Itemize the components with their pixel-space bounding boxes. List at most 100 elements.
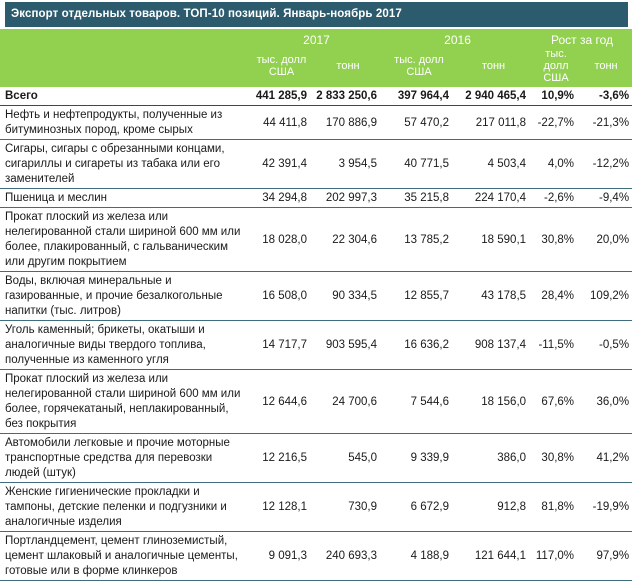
value-2017-usd: 16 508,0 [250,271,313,321]
value-2017-tons: 903 595,4 [313,320,384,370]
value-2016-tons: 121 644,1 [455,531,533,581]
growth-tons: -9,4% [580,188,632,208]
value-2016-tons: 18 156,0 [455,369,533,434]
growth-tons: -19,9% [580,482,632,532]
value-2017-usd: 18 028,0 [250,207,313,272]
table-body: Всего 441 285,9 2 833 250,6 397 964,4 2 … [0,87,632,581]
commodity-name: Пшеница и меслин [0,188,250,208]
growth-usd: -11,5% [532,320,581,370]
commodity-name: Уголь каменный; брикеты, окатыши и анало… [0,320,250,370]
value-2017-tons: 545,0 [313,433,384,483]
table-row: Сигары, сигары с обрезанными концами, си… [0,139,632,189]
table-header: 2017 2016 Рост за год тыс. долл США тонн… [0,29,632,87]
value-2017-tons: 3 954,5 [313,139,384,189]
growth-usd: 117,0% [532,531,581,581]
growth-tons: -21,3% [580,105,632,140]
value-2016-tons: 2 940 465,4 [455,87,533,106]
header-group-2016: 2016 [383,29,533,48]
growth-tons: -3,6% [580,87,632,106]
table-row: Автомобили легковые и прочие моторные тр… [0,433,632,483]
growth-tons: -0,5% [580,320,632,370]
value-2016-tons: 386,0 [455,433,533,483]
header-group-growth: Рост за год [532,29,632,48]
growth-usd: 67,6% [532,369,581,434]
commodity-name: Прокат плоский из железа или нелегирован… [0,207,250,272]
subheader-2016-usd: тыс. долл США [383,48,457,87]
value-2017-usd: 12 644,6 [250,369,313,434]
growth-usd: 81,8% [532,482,581,532]
growth-tons: -12,2% [580,139,632,189]
value-2016-usd: 35 215,8 [383,188,456,208]
value-2016-tons: 18 590,1 [455,207,533,272]
commodity-name: Прокат плоский из железа или нелегирован… [0,369,250,434]
growth-usd: 30,8% [532,207,581,272]
value-2017-tons: 90 334,5 [313,271,384,321]
commodity-name: Воды, включая минеральные и газированные… [0,271,250,321]
value-2016-tons: 908 137,4 [455,320,533,370]
value-2016-tons: 912,8 [455,482,533,532]
growth-usd: 4,0% [532,139,581,189]
value-2016-usd: 16 636,2 [383,320,456,370]
table-row: Женские гигиенические прокладки и тампон… [0,482,632,532]
value-2016-usd: 13 785,2 [383,207,456,272]
value-2017-usd: 9 091,3 [250,531,313,581]
value-2016-usd: 40 771,5 [383,139,456,189]
subheader-2017-usd: тыс. долл США [250,48,314,87]
commodity-name: Нефть и нефтепродукты, полученные из бит… [0,105,250,140]
header-corner-cell [0,29,251,87]
value-2016-tons: 4 503,4 [455,139,533,189]
table-row: Пшеница и меслин 34 294,8 202 997,3 35 2… [0,188,632,208]
value-2017-tons: 22 304,6 [313,207,384,272]
table-row: Прокат плоский из железа или нелегирован… [0,369,632,434]
commodity-name: Сигары, сигары с обрезанными концами, си… [0,139,250,189]
growth-tons: 20,0% [580,207,632,272]
table-row: Нефть и нефтепродукты, полученные из бит… [0,105,632,140]
commodity-name: Женские гигиенические прокладки и тампон… [0,482,250,532]
value-2017-usd: 44 411,8 [250,105,313,140]
growth-usd: 28,4% [532,271,581,321]
value-2017-tons: 2 833 250,6 [313,87,384,106]
growth-tons: 109,2% [580,271,632,321]
value-2017-usd: 12 216,5 [250,433,313,483]
table-row: Уголь каменный; брикеты, окатыши и анало… [0,320,632,370]
page-title: Экспорт отдельных товаров. ТОП-10 позици… [5,2,628,27]
header-group-2017: 2017 [250,29,384,48]
commodity-name: Портландцемент, цемент глиноземистый, це… [0,531,250,581]
value-2016-usd: 4 188,9 [383,531,456,581]
value-2016-usd: 12 855,7 [383,271,456,321]
value-2016-usd: 7 544,6 [383,369,456,434]
value-2017-tons: 170 886,9 [313,105,384,140]
value-2016-usd: 57 470,2 [383,105,456,140]
table-row: Всего 441 285,9 2 833 250,6 397 964,4 2 … [0,87,632,106]
value-2017-tons: 730,9 [313,482,384,532]
subheader-growth-tons: тонн [580,48,632,87]
value-2017-tons: 240 693,3 [313,531,384,581]
value-2016-usd: 9 339,9 [383,433,456,483]
value-2017-tons: 202 997,3 [313,188,384,208]
value-2017-usd: 42 391,4 [250,139,313,189]
growth-tons: 41,2% [580,433,632,483]
subheader-2017-tons: тонн [313,48,385,87]
subheader-2016-tons: тонн [455,48,534,87]
growth-usd: 30,8% [532,433,581,483]
value-2017-usd: 14 717,7 [250,320,313,370]
value-2017-usd: 34 294,8 [250,188,313,208]
table-row: Воды, включая минеральные и газированные… [0,271,632,321]
table-row: Прокат плоский из железа или нелегирован… [0,207,632,272]
value-2016-tons: 224 170,4 [455,188,533,208]
growth-tons: 36,0% [580,369,632,434]
value-2016-tons: 217 011,8 [455,105,533,140]
value-2017-tons: 24 700,6 [313,369,384,434]
growth-usd: -22,7% [532,105,581,140]
table-row: Портландцемент, цемент глиноземистый, це… [0,531,632,581]
value-2017-usd: 441 285,9 [250,87,313,106]
commodity-name: Всего [0,87,250,106]
growth-tons: 97,9% [580,531,632,581]
growth-usd: 10,9% [532,87,581,106]
subheader-growth-usd: тыс. долл США [532,48,582,87]
value-2016-usd: 6 672,9 [383,482,456,532]
export-table: 2017 2016 Рост за год тыс. долл США тонн… [0,29,632,581]
growth-usd: -2,6% [532,188,581,208]
value-2016-tons: 43 178,5 [455,271,533,321]
